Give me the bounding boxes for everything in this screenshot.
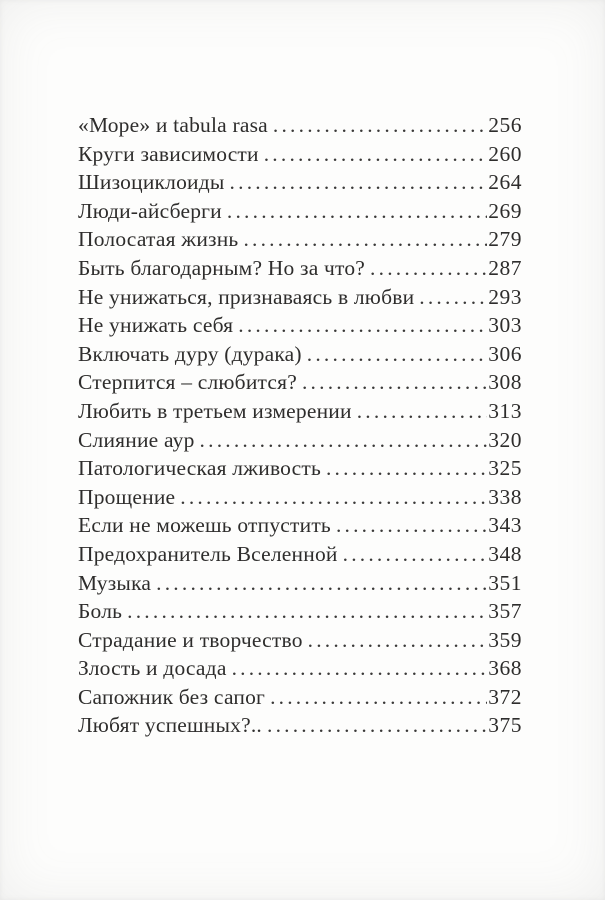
toc-entry-title: Страдание и творчество: [78, 627, 303, 652]
toc-entry-title: Если не можешь отпустить: [78, 513, 331, 538]
toc-entry-page: 260: [488, 141, 522, 166]
toc-entry-title: Шизоциклоиды: [78, 170, 225, 195]
toc-entry-page: 293: [488, 284, 522, 309]
toc-entry-page: 279: [488, 227, 522, 252]
toc-entry-title: Полосатая жизнь: [78, 227, 239, 252]
dot-leader: ........................................…: [199, 427, 488, 452]
toc-entry: Любить в третьем измерении..............…: [78, 397, 522, 426]
toc-entry-title: Люди-айсберги: [78, 198, 222, 223]
dot-leader: ........................................…: [419, 284, 488, 309]
toc-entry: Полосатая жизнь.........................…: [78, 225, 522, 254]
toc-entry-page: 343: [488, 513, 522, 538]
toc-entry: Включать дуру (дурака)..................…: [78, 340, 522, 369]
toc-entry: Страдание и творчество..................…: [78, 626, 522, 655]
toc-entry-title: Включать дуру (дурака): [78, 341, 302, 366]
toc-entry-title: Любят успешных?..: [78, 713, 262, 738]
toc-entry-title: Предохранитель Вселенной: [78, 541, 338, 566]
toc-entry: Стерпится – слюбится?...................…: [78, 368, 522, 397]
dot-leader: ........................................…: [263, 141, 488, 166]
toc-entry: «Море» и tabula rasa....................…: [78, 111, 522, 140]
toc-entry: Злость и досада.........................…: [78, 654, 522, 683]
toc-entry: Боль....................................…: [78, 597, 522, 626]
toc-entry-page: 306: [488, 341, 522, 366]
toc-entry-title: «Море» и tabula rasa: [78, 113, 268, 137]
toc-entry-page: 375: [488, 713, 522, 738]
toc-entry-title: Круги зависимости: [78, 141, 259, 166]
toc-entry-title: Боль: [78, 599, 123, 624]
toc-entry-title: Злость и досада: [78, 656, 227, 681]
dot-leader: ........................................…: [229, 170, 488, 195]
dot-leader: ........................................…: [335, 513, 487, 538]
toc-entry-page: 269: [488, 198, 522, 223]
toc-entry-page: 303: [488, 313, 522, 338]
toc-entry: Люди-айсберги...........................…: [78, 197, 522, 226]
toc-entry-title: Любить в третьем измерении: [78, 398, 352, 423]
toc-entry: Любят успешных?.........................…: [78, 711, 522, 740]
dot-leader: ........................................…: [243, 227, 487, 252]
dot-leader: ........................................…: [180, 484, 488, 509]
dot-leader: ........................................…: [127, 599, 488, 624]
toc-entry-page: 325: [488, 456, 522, 481]
toc-entry-title: Сапожник без сапог: [78, 684, 266, 709]
toc-entry-title: Не унижать себя: [78, 313, 234, 338]
toc-entry-page: 320: [488, 427, 522, 452]
toc-entry-page: 351: [488, 570, 522, 595]
toc-entry-page: 313: [488, 398, 522, 423]
toc-entry-page: 348: [488, 541, 522, 566]
dot-leader: ........................................…: [231, 656, 488, 681]
toc-entry-title: Слияние аур: [78, 427, 195, 452]
dot-leader: ........................................…: [306, 341, 488, 366]
dot-leader: ........................................…: [272, 113, 488, 137]
dot-leader: ........................................…: [156, 570, 488, 595]
toc-entry-title: Стерпится – слюбится?: [78, 370, 297, 395]
toc-entry-page: 357: [488, 599, 522, 624]
dot-leader: ........................................…: [267, 713, 487, 738]
dot-leader: ........................................…: [370, 255, 487, 280]
toc-entry-page: 368: [488, 656, 522, 681]
toc-entry-page: 372: [488, 684, 522, 709]
toc-list: «Море» и tabula rasa....................…: [78, 111, 522, 740]
toc-entry: Если не можешь отпустить................…: [78, 511, 522, 540]
dot-leader: ........................................…: [301, 370, 488, 395]
toc-entry-page: 287: [488, 255, 522, 280]
toc-entry-title: Патологическая лживость: [78, 456, 321, 481]
toc-entry: Прощение................................…: [78, 483, 522, 512]
dot-leader: ........................................…: [325, 456, 488, 481]
toc-entry-title: Музыка: [78, 570, 152, 595]
dot-leader: ........................................…: [356, 398, 488, 423]
toc-entry: Сапожник без сапог......................…: [78, 683, 522, 712]
toc-entry: Патологическая лживость.................…: [78, 454, 522, 483]
dot-leader: ........................................…: [226, 198, 487, 223]
toc-entry: Шизоциклоиды............................…: [78, 168, 522, 197]
toc-entry: Слияние аур.............................…: [78, 426, 522, 455]
dot-leader: ........................................…: [307, 627, 488, 652]
toc-entry-title: Прощение: [78, 484, 176, 509]
toc-entry: Не унижаться, признаваясь в любви.......…: [78, 283, 522, 312]
toc-entry-page: 359: [488, 627, 522, 652]
toc-entry: Музыка..................................…: [78, 569, 522, 598]
toc-entry-page: 256: [488, 113, 522, 137]
toc-entry-page: 338: [488, 484, 522, 509]
toc-entry-title: Быть благодарным? Но за что?: [78, 255, 366, 280]
toc-entry-title: Не унижаться, признаваясь в любви: [78, 284, 415, 309]
toc-entry-page: 264: [488, 170, 522, 195]
dot-leader: ........................................…: [238, 313, 487, 338]
toc-entry: Быть благодарным? Но за что?............…: [78, 254, 522, 283]
toc-entry: Круги зависимости.......................…: [78, 140, 522, 169]
toc-entry: Предохранитель Вселенной................…: [78, 540, 522, 569]
dot-leader: ........................................…: [342, 541, 488, 566]
toc-entry: Не унижать себя.........................…: [78, 311, 522, 340]
dot-leader: ........................................…: [270, 684, 487, 709]
toc-entry-page: 308: [488, 370, 522, 395]
